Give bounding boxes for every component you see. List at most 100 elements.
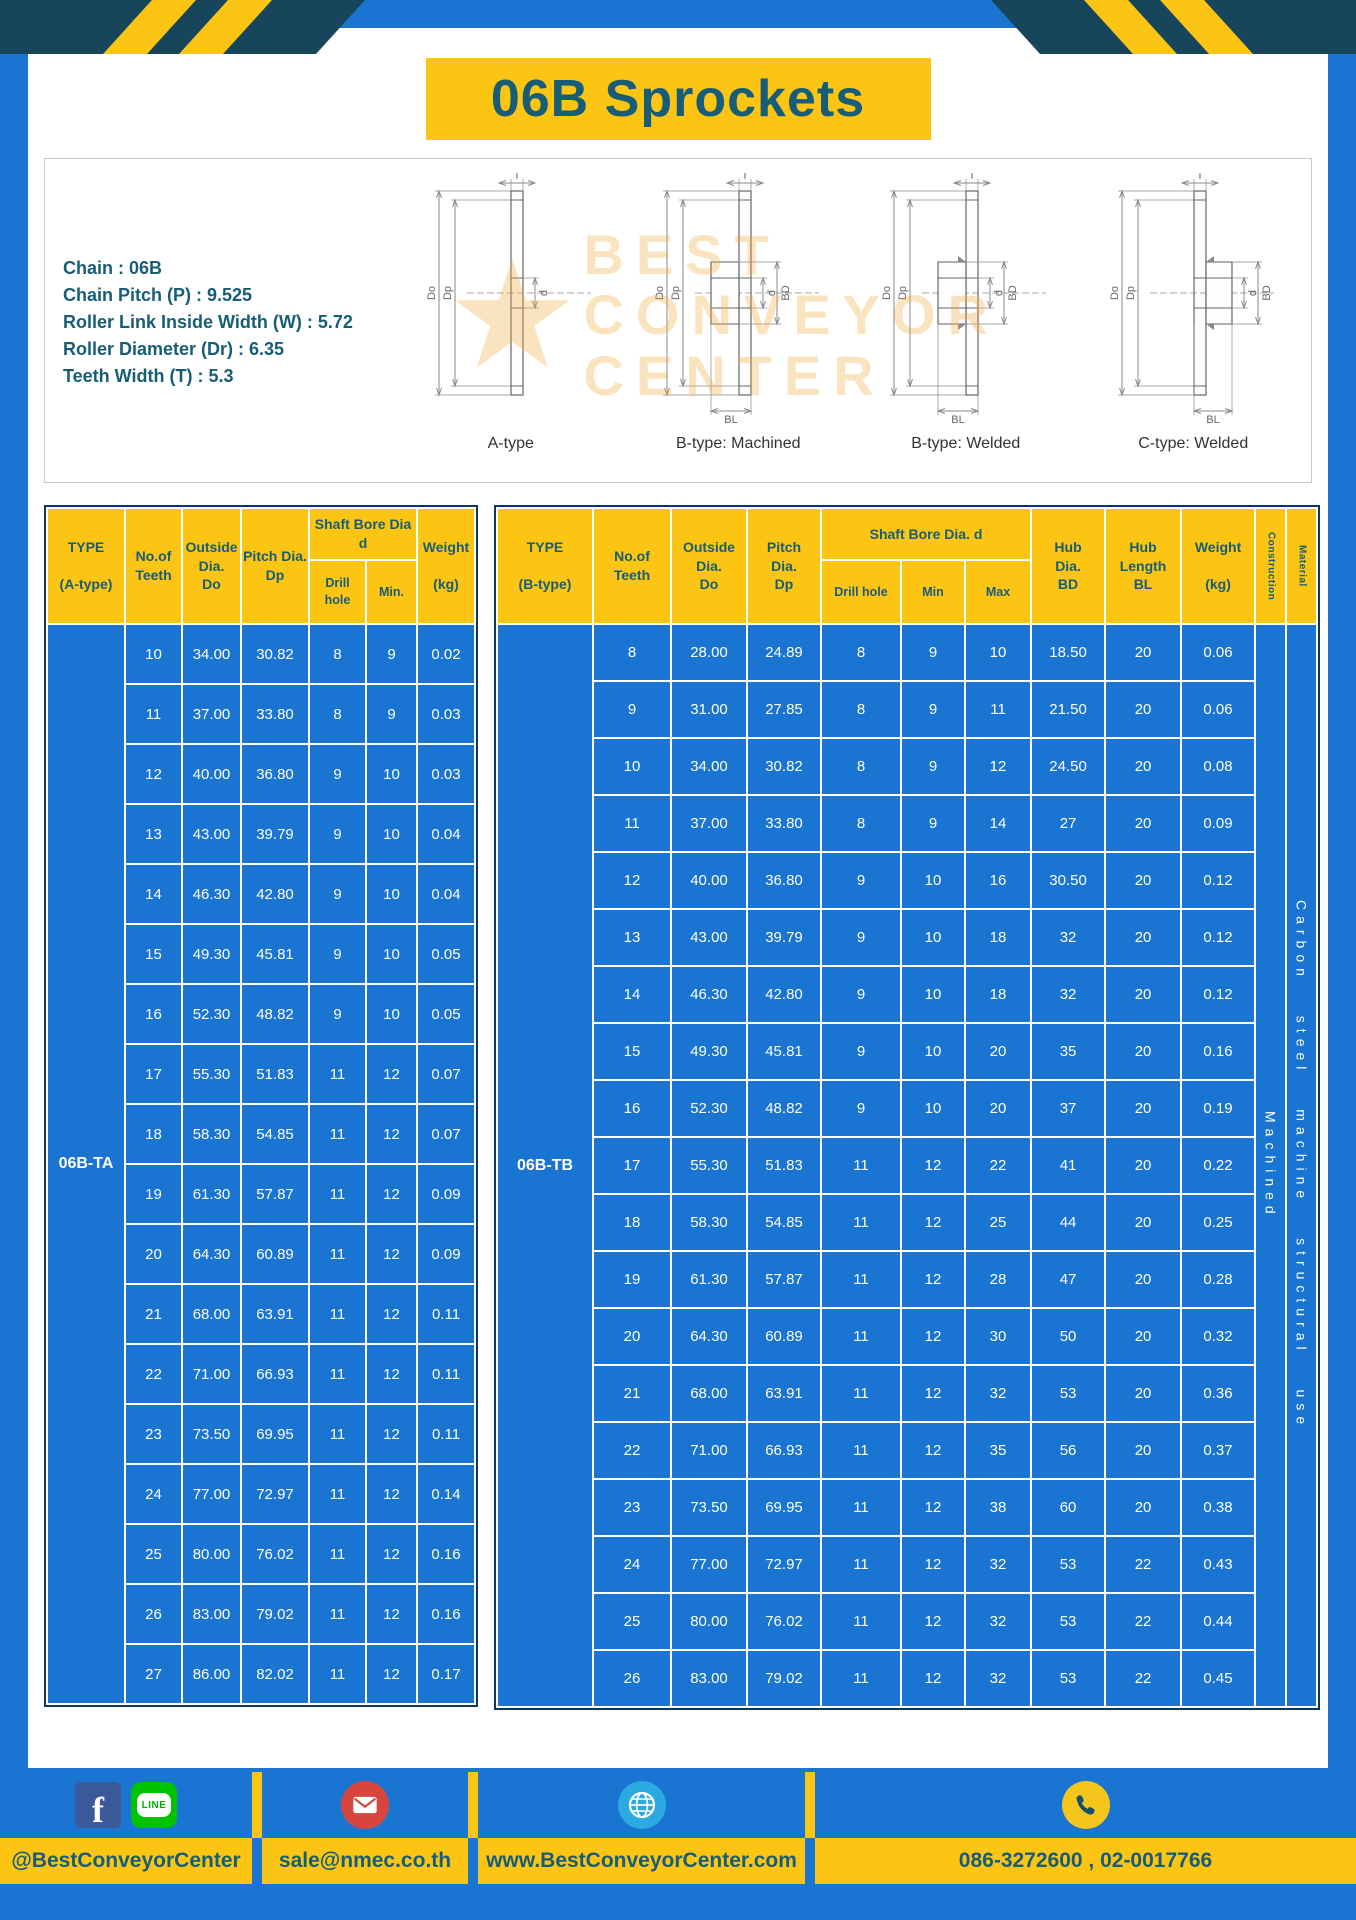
dim-label: T [514, 173, 521, 182]
data-cell: 45.81 [746, 1022, 822, 1081]
data-cell: 12 [365, 1403, 418, 1465]
data-cell: 24.89 [746, 623, 822, 682]
data-cell: 66.93 [240, 1343, 310, 1405]
data-cell: 20 [1104, 1250, 1183, 1309]
sprocket-drawing: Do Dp Td BD BL [654, 170, 819, 426]
data-cell: 11 [308, 1163, 367, 1225]
data-cell: 10 [900, 1079, 966, 1138]
globe-icon[interactable] [617, 1781, 666, 1829]
data-cell: 63.91 [240, 1283, 310, 1345]
data-cell: 0.16 [416, 1523, 476, 1585]
data-cell: 8 [308, 683, 367, 745]
table-row: 18 58.30 54.85 11 12 25 44 20 0.25 [497, 1193, 1317, 1252]
email-icon[interactable] [341, 1781, 389, 1829]
diagram-caption: A-type [487, 435, 534, 452]
data-cell: 9 [308, 863, 367, 925]
spec-line: Roller Diameter (Dr) : 6.35 [63, 339, 285, 359]
table-row: 12 40.00 36.80 9 10 0.03 [47, 743, 476, 805]
data-cell: 11 [308, 1103, 367, 1165]
data-cell: 39.79 [746, 908, 822, 967]
table-row: 10 34.00 30.82 8 9 12 24.50 20 0.08 [497, 737, 1317, 796]
data-cell: 30.50 [1030, 851, 1107, 910]
data-cell: 9 [308, 803, 367, 865]
dim-label: BD [1261, 285, 1273, 300]
page-title: 06B Sprockets [490, 70, 866, 128]
dim-label: BL [952, 414, 965, 426]
dim-label: T [1196, 173, 1203, 182]
data-cell: 22 [1104, 1535, 1183, 1594]
data-cell: 27.85 [746, 680, 822, 739]
data-cell: 34.00 [670, 737, 748, 796]
table-a-body: 06B-TA 10 34.00 30.82 8 9 0.02 11 37.00 33.80 8 9 0.… [46, 623, 476, 1705]
table-row: 22 71.00 66.93 11 12 0.11 [47, 1343, 476, 1405]
data-cell: 12 [365, 1583, 418, 1645]
phone-icon[interactable] [1061, 1781, 1110, 1829]
footer-website-label[interactable]: www.BestConveyorCenter.com [478, 1838, 805, 1884]
data-cell: 0.03 [416, 683, 476, 745]
data-cell: 55.30 [181, 1043, 242, 1105]
table-b-header: TYPE (B-type) No.of Teeth Outside Dia. D… [496, 507, 1319, 625]
footer-social-icons: f LINE [0, 1772, 252, 1838]
data-cell: 33.80 [240, 683, 310, 745]
data-cell: 20 [1104, 1136, 1183, 1195]
dim-label: Dp [897, 286, 909, 300]
table-row: 17 55.30 51.83 11 12 22 41 20 0.22 [497, 1136, 1317, 1195]
table-row: 13 43.00 39.79 9 10 0.04 [47, 803, 476, 865]
footer-phone-label[interactable]: 086-3272600 , 02-0017766 [815, 1838, 1356, 1884]
data-cell: 26 [124, 1583, 183, 1645]
data-cell: 10 [365, 863, 418, 925]
data-cell: 0.05 [416, 923, 476, 985]
table-row: 11 37.00 33.80 8 9 0.03 [47, 683, 476, 745]
data-cell: 10 [900, 965, 966, 1024]
data-cell: 37.00 [181, 683, 242, 745]
footer-email-label[interactable]: sale@nmec.co.th [262, 1838, 468, 1884]
data-cell: 48.82 [240, 983, 310, 1045]
data-cell: 9 [365, 683, 418, 745]
data-cell: 11 [124, 683, 183, 745]
data-cell: 71.00 [181, 1343, 242, 1405]
data-cell: 10 [365, 743, 418, 805]
facebook-letter: f [92, 1790, 104, 1828]
data-cell: 0.09 [416, 1163, 476, 1225]
data-cell: 9 [900, 623, 966, 682]
data-cell: 72.97 [240, 1463, 310, 1525]
data-cell: 35 [1030, 1022, 1107, 1081]
data-cell: 51.83 [240, 1043, 310, 1105]
data-cell: 66.93 [746, 1421, 822, 1480]
data-cell: 11 [308, 1583, 367, 1645]
data-cell: 12 [900, 1478, 966, 1537]
data-cell: 11 [820, 1592, 902, 1651]
line-icon[interactable]: LINE [131, 1782, 177, 1828]
data-cell: 20 [1104, 1022, 1183, 1081]
table-row: 16 52.30 48.82 9 10 0.05 [47, 983, 476, 1045]
data-cell: 68.00 [670, 1364, 748, 1423]
data-cell: 8 [820, 623, 902, 682]
data-cell: 68.00 [181, 1283, 242, 1345]
facebook-icon[interactable]: f [75, 1782, 121, 1828]
data-cell: 45.81 [240, 923, 310, 985]
data-cell: 22 [1104, 1649, 1183, 1708]
data-cell: 12 [365, 1523, 418, 1585]
footer-social-label[interactable]: @BestConveyorCenter [0, 1838, 252, 1884]
data-cell: 69.95 [746, 1478, 822, 1537]
corner-decoration-right [991, 0, 1356, 54]
dim-label: BD [780, 285, 792, 300]
data-cell: 61.30 [670, 1250, 748, 1309]
data-cell: 0.14 [416, 1463, 476, 1525]
data-cell: 0.09 [1180, 794, 1257, 853]
data-cell: 24.50 [1030, 737, 1107, 796]
data-cell: 28 [963, 1250, 1033, 1309]
data-cell: 0.16 [416, 1583, 476, 1645]
data-cell: 9 [308, 743, 367, 805]
col-hub-dia: Hub Dia. BD [1030, 507, 1107, 625]
data-cell: 9 [820, 965, 902, 1024]
type-cell: 06B-TB [496, 623, 594, 1708]
table-row: 24 77.00 72.97 11 12 0.14 [47, 1463, 476, 1525]
data-cell: 53 [1030, 1592, 1107, 1651]
data-cell: 10 [900, 908, 966, 967]
data-cell: 12 [365, 1043, 418, 1105]
col-teeth: No.of Teeth [592, 507, 672, 625]
data-cell: 46.30 [181, 863, 242, 925]
